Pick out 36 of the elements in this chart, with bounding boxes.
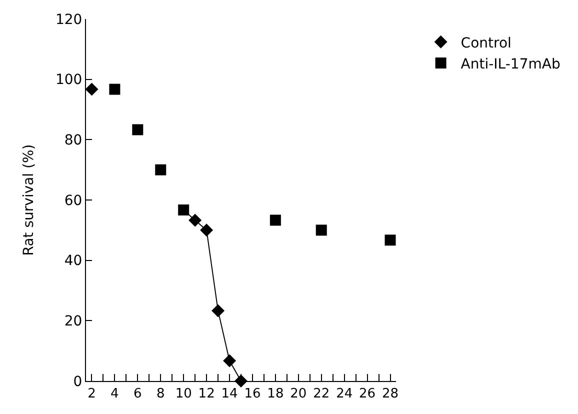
y-tick-label: 20 <box>64 314 82 330</box>
legend-label: Control <box>460 35 512 52</box>
y-tick-label: 0 <box>73 374 82 390</box>
x-tick-label: 6 <box>134 386 142 402</box>
x-tick-label: 24 <box>336 386 353 402</box>
y-tick-label: 40 <box>64 253 82 270</box>
x-tick-label: 12 <box>198 386 215 402</box>
x-tick-label: 28 <box>382 386 399 402</box>
point <box>85 82 98 96</box>
x-tick-label: 20 <box>290 386 307 402</box>
point <box>384 234 396 246</box>
y-tick-label: 100 <box>55 72 82 88</box>
point <box>109 84 120 95</box>
point <box>223 354 236 368</box>
x-tick-label: 26 <box>359 386 376 402</box>
point <box>212 304 225 318</box>
x-tick-label: 18 <box>267 386 284 402</box>
x-tick-label: 14 <box>221 386 238 402</box>
y-tick-label: 60 <box>64 192 82 209</box>
x-tick-label: 4 <box>110 386 119 402</box>
x-tick-label: 8 <box>156 386 165 402</box>
point <box>178 204 190 216</box>
point <box>155 164 166 176</box>
point <box>188 214 202 227</box>
point <box>316 224 327 236</box>
x-tick-label: 16 <box>244 386 261 402</box>
x-tick-label: 10 <box>175 386 192 402</box>
y-axis-title: Rat survival (%) <box>21 144 38 256</box>
x-tick-label: 2 <box>88 386 96 402</box>
point <box>200 224 214 237</box>
y-tick-label: 80 <box>64 132 82 149</box>
x-tick-label: 22 <box>313 386 330 402</box>
legend-label: Anti-IL-17mAb <box>460 56 560 72</box>
point <box>132 124 144 136</box>
point <box>270 214 281 226</box>
y-tick-label: 120 <box>55 12 82 28</box>
